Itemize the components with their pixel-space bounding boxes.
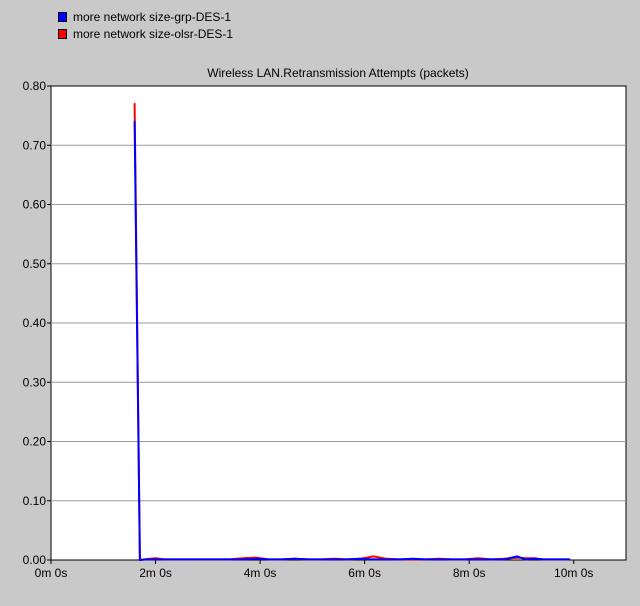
data-point-more-network-size-grp-des-1 [385,558,388,561]
data-point-more-network-size-grp-des-1 [138,559,141,561]
data-point-more-network-size-grp-des-1 [476,558,479,561]
x-tick-label: 6m 0s [348,566,381,580]
data-point-more-network-size-grp-des-1 [189,558,192,561]
series-layer [133,102,571,561]
data-point-more-network-size-grp-des-1 [542,558,545,561]
legend-swatch-olsr [58,28,67,39]
y-tick-label: 0.70 [23,138,47,152]
data-point-more-network-size-grp-des-1 [463,558,466,561]
data-point-more-network-size-grp-des-1 [176,558,179,561]
y-tick-label: 0.30 [23,375,47,389]
legend-swatch-grp [58,11,67,22]
data-point-more-network-size-grp-des-1 [503,558,505,561]
y-tick-label: 0.40 [23,316,47,330]
data-point-more-network-size-grp-des-1 [333,558,336,561]
x-tick-label: 0m 0s [35,566,68,580]
y-tick-label: 0.60 [23,198,47,212]
data-point-more-network-size-grp-des-1 [524,558,527,561]
data-point-more-network-size-grp-des-1 [450,558,453,561]
data-point-more-network-size-grp-des-1 [372,558,375,561]
y-tick-label: 0.20 [23,435,47,449]
data-point-more-network-size-grp-des-1 [149,558,152,561]
chart-legend: more network size-grp-DES-1 more network… [58,8,233,42]
data-point-more-network-size-grp-des-1 [398,558,401,561]
x-tick-label: 4m 0s [244,566,277,580]
data-point-more-network-size-olsr-des-1 [133,102,136,105]
data-point-more-network-size-grp-des-1 [411,557,414,560]
legend-item-grp: more network size-grp-DES-1 [58,8,233,25]
legend-label-grp: more network size-grp-DES-1 [73,9,232,24]
y-tick-label: 0.10 [23,494,47,508]
x-tick-label: 2m 0s [139,566,172,580]
axis-ticks: 0.00 0.10 0.20 0.30 0.40 0.50 0.60 0.70 0.80 0m 0… [23,79,594,580]
data-point-more-network-size-grp-des-1 [359,557,362,560]
legend-item-olsr: more network size-olsr-DES-1 [58,25,233,42]
y-tick-label: 0.80 [23,79,47,93]
data-point-more-network-size-grp-des-1 [144,558,146,561]
y-tick-label: 0.50 [23,257,47,271]
grid-lines [51,144,626,502]
y-tick-label: 0.00 [23,553,47,567]
chart-title: Wireless LAN.Retransmission Attempts (pa… [207,66,468,80]
data-point-more-network-size-grp-des-1 [154,558,157,561]
data-point-more-network-size-grp-des-1 [133,120,136,123]
x-tick-label: 8m 0s [453,566,486,580]
data-point-more-network-size-grp-des-1 [555,558,558,561]
data-point-more-network-size-grp-des-1 [533,557,536,560]
data-point-more-network-size-grp-des-1 [320,558,322,561]
data-point-more-network-size-grp-des-1 [307,558,309,561]
legend-label-olsr: more network size-olsr-DES-1 [73,26,234,41]
series-line-more-network-size-grp-des-1 [133,121,570,561]
data-point-more-network-size-grp-des-1 [202,558,205,561]
data-point-more-network-size-grp-des-1 [346,558,349,561]
data-point-more-network-size-grp-des-1 [280,558,283,561]
data-point-more-network-size-grp-des-1 [437,558,440,561]
data-point-more-network-size-grp-des-1 [490,558,492,561]
data-point-more-network-size-grp-des-1 [516,555,518,558]
data-point-more-network-size-grp-des-1 [568,558,571,561]
data-point-more-network-size-grp-des-1 [424,558,427,561]
data-point-more-network-size-grp-des-1 [294,557,296,560]
data-point-more-network-size-grp-des-1 [241,558,244,561]
data-point-more-network-size-grp-des-1 [163,558,166,561]
data-point-more-network-size-grp-des-1 [254,557,257,560]
data-point-more-network-size-grp-des-1 [215,558,218,561]
data-point-more-network-size-grp-des-1 [267,558,270,561]
x-tick-label: 10m 0s [554,566,593,580]
data-point-more-network-size-olsr-des-1 [372,555,375,558]
data-point-more-network-size-grp-des-1 [228,558,231,561]
